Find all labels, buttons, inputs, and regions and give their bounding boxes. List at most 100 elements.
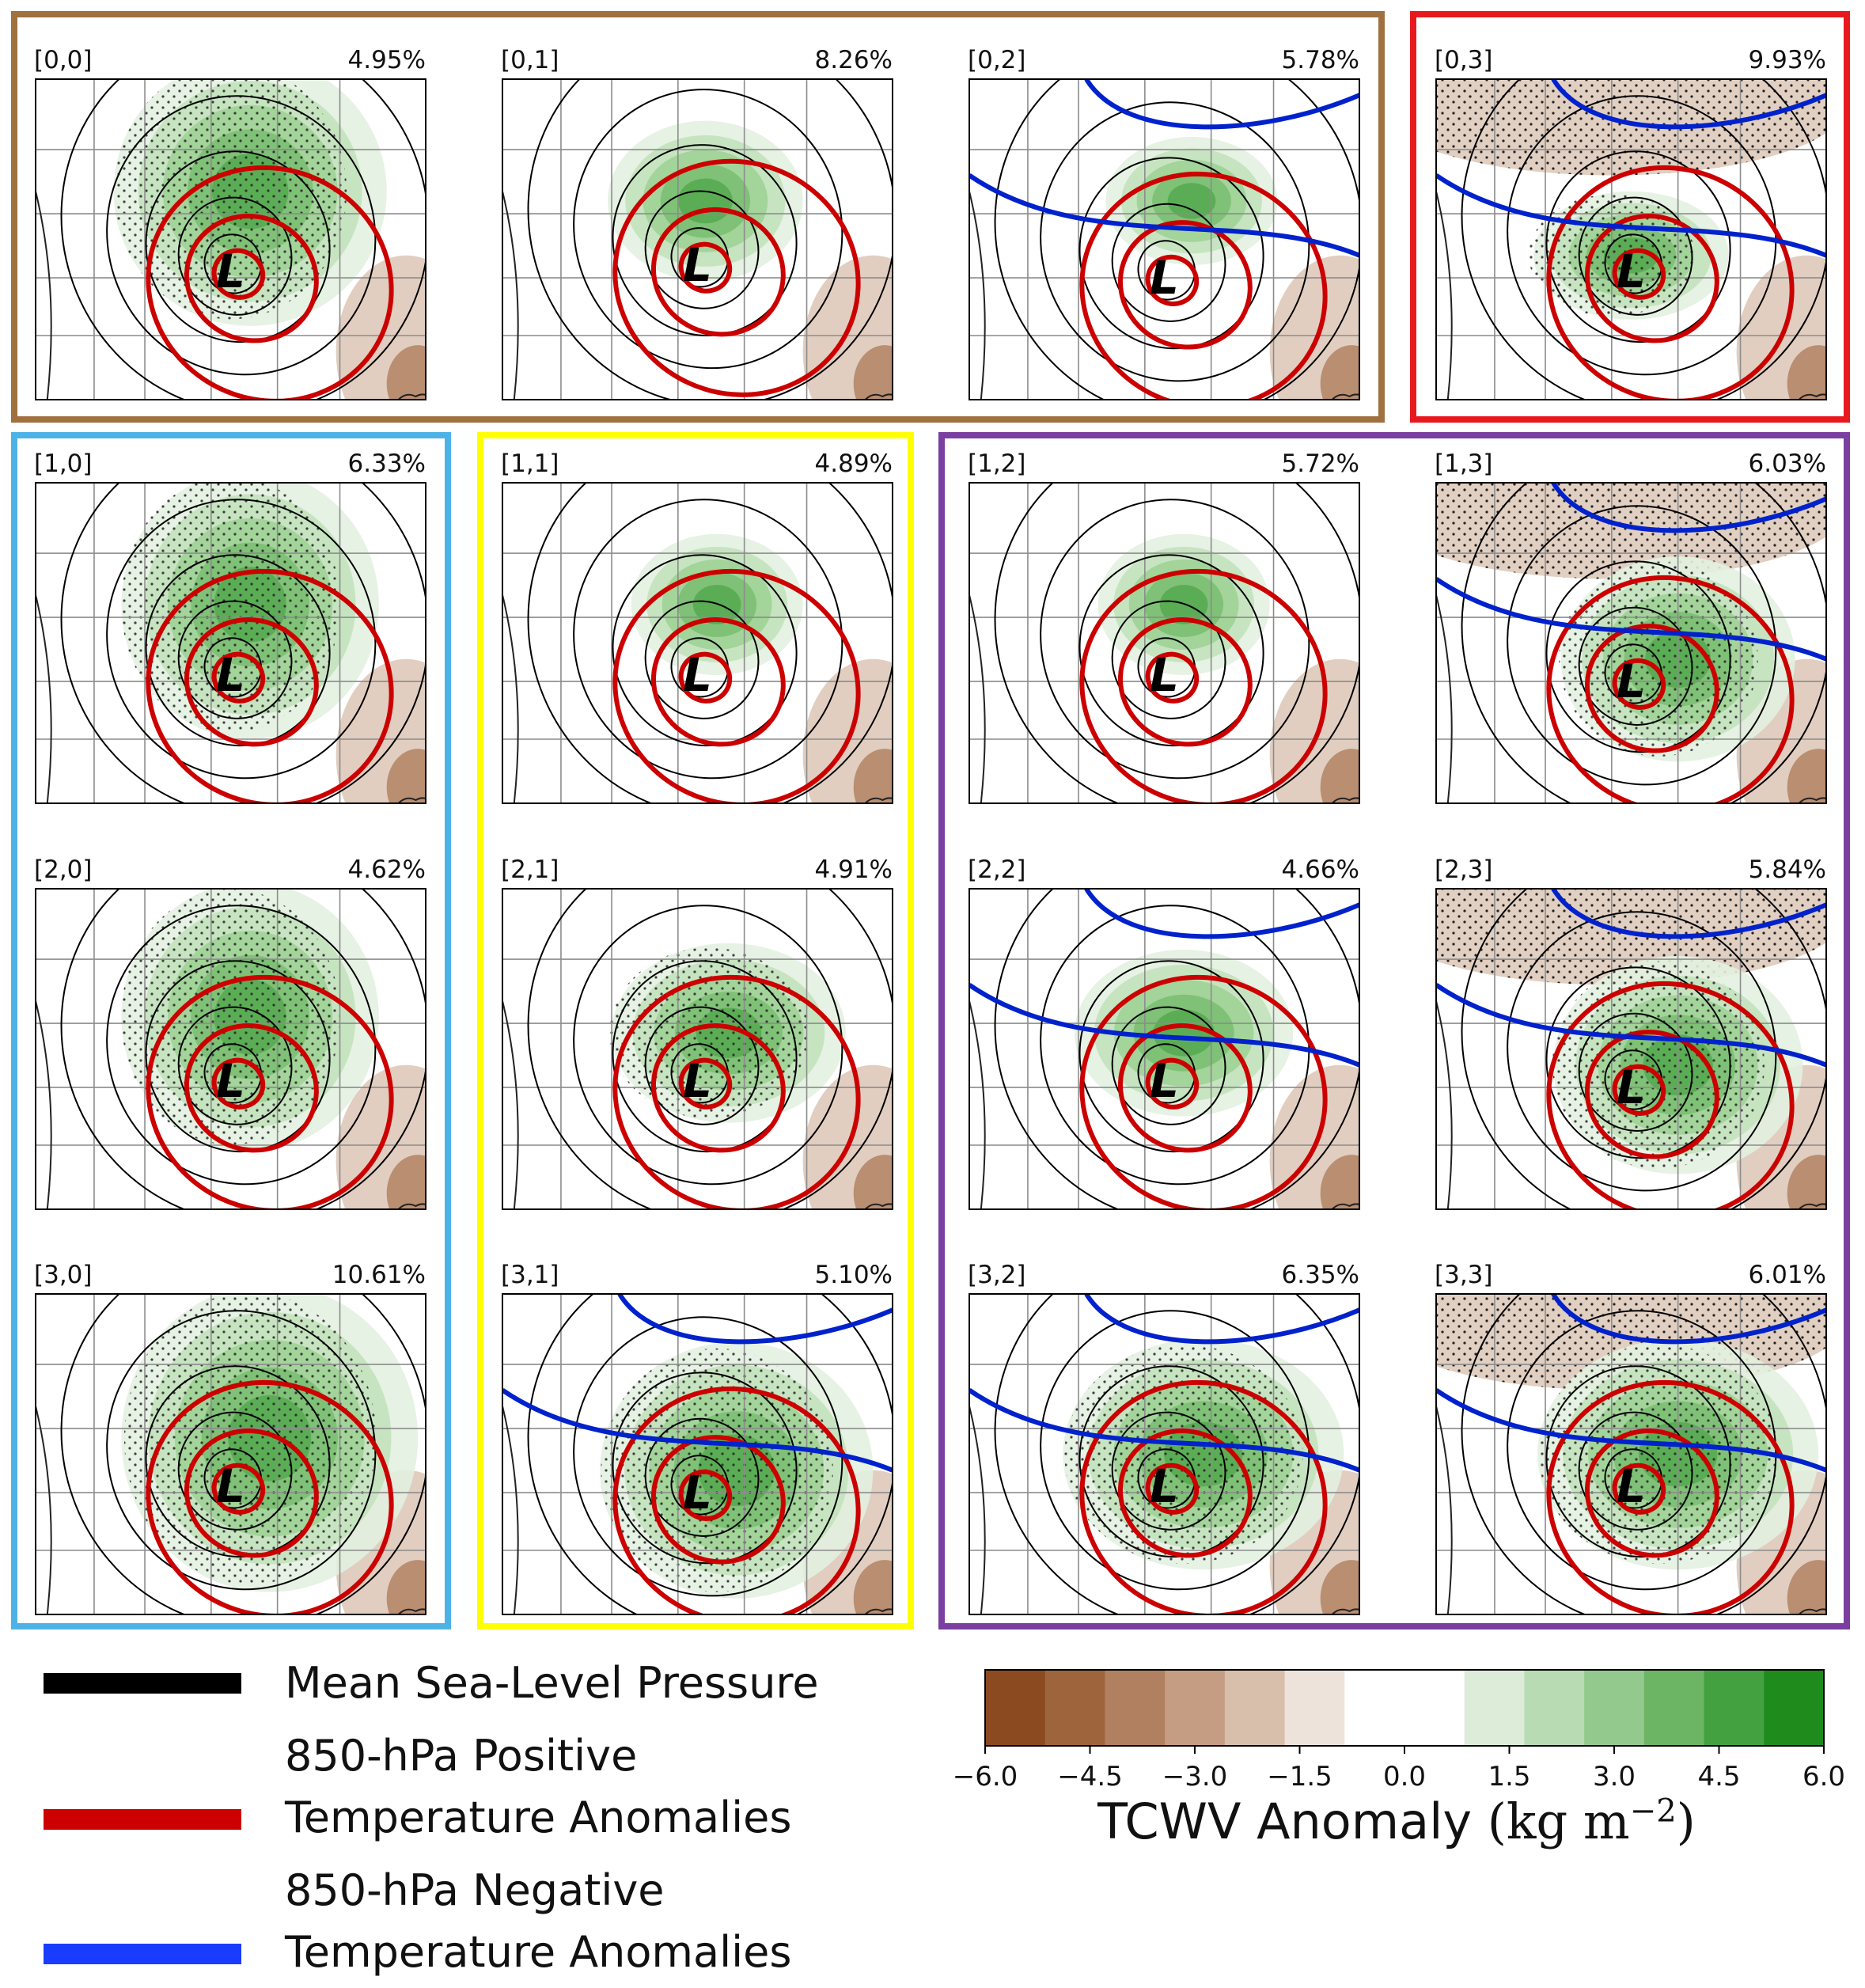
panel-map: L bbox=[1436, 889, 1826, 1209]
low-pressure-marker: L bbox=[683, 1054, 712, 1108]
panel-frequency: 4.91% bbox=[815, 856, 893, 884]
panel-map: L bbox=[36, 79, 426, 400]
panel: [2,0] 4.62% L bbox=[34, 856, 426, 1210]
group-box-yellow bbox=[477, 432, 914, 1629]
panel: [1,1] 4.89% L bbox=[501, 450, 893, 804]
colorbar-segment bbox=[1464, 1670, 1525, 1746]
panel-label: [3,0] bbox=[34, 1261, 93, 1289]
group-box-purple bbox=[938, 432, 1850, 1629]
group-box-brown bbox=[11, 11, 1385, 423]
panel-frame bbox=[35, 78, 426, 400]
panel-frequency: 8.26% bbox=[815, 46, 893, 74]
panel-label: [3,2] bbox=[968, 1261, 1026, 1289]
group-box-red bbox=[1410, 11, 1850, 423]
panel-map: L bbox=[969, 483, 1359, 803]
group-box-cyan bbox=[11, 432, 451, 1629]
panel-map: L bbox=[502, 1294, 893, 1614]
colorbar-segment bbox=[1165, 1670, 1226, 1746]
panel-label: [2,2] bbox=[968, 856, 1026, 884]
positive-label-line2: Temperature Anomalies bbox=[285, 1793, 792, 1842]
colorbar-segment bbox=[1643, 1670, 1705, 1746]
panel-map: L bbox=[36, 1294, 426, 1614]
colorbar-segment bbox=[1105, 1670, 1166, 1746]
panel: [1,0] 6.33% L bbox=[34, 450, 426, 804]
panel-map: L bbox=[502, 483, 893, 803]
colorbar: −6.0 −4.5 −3.0 −1.5 0.0 1.5 3.0 4.5 6.0 bbox=[953, 1669, 1845, 1793]
low-pressure-marker: L bbox=[683, 648, 712, 702]
panel-frequency: 9.93% bbox=[1749, 46, 1826, 74]
colorbar-segment bbox=[1764, 1670, 1825, 1746]
colorbar-tick-label: 0.0 bbox=[1383, 1761, 1426, 1793]
colorbar-segment bbox=[1404, 1670, 1465, 1746]
panel-frame bbox=[502, 78, 893, 400]
low-pressure-marker: L bbox=[1150, 251, 1179, 305]
low-pressure-marker: L bbox=[216, 245, 245, 298]
colorbar-segment bbox=[1044, 1670, 1105, 1746]
panel-map: L bbox=[36, 889, 426, 1209]
panel: [1,2] 5.72% L bbox=[968, 450, 1360, 804]
low-pressure-marker: L bbox=[216, 1054, 245, 1108]
colorbar-segment bbox=[1524, 1670, 1585, 1746]
low-pressure-marker: L bbox=[683, 238, 712, 292]
colorbar-segment bbox=[1284, 1670, 1345, 1746]
panel: [2,3] 5.84% L bbox=[1435, 856, 1827, 1210]
panel-label: [0,2] bbox=[968, 46, 1026, 74]
panel-frequency: 6.01% bbox=[1749, 1261, 1826, 1289]
colorbar-tick-label: −4.5 bbox=[1057, 1761, 1123, 1793]
panel-label: [3,1] bbox=[501, 1261, 559, 1289]
colorbar-tick-label: −1.5 bbox=[1267, 1761, 1332, 1793]
negative-label-line2: Temperature Anomalies bbox=[285, 1927, 792, 1977]
panel-frequency: 6.33% bbox=[348, 450, 426, 478]
panel-map: L bbox=[36, 483, 426, 803]
mslp-line-swatch bbox=[44, 1673, 241, 1694]
panel: [3,2] 6.35% L bbox=[968, 1261, 1360, 1615]
panel-frame bbox=[969, 1293, 1360, 1615]
colorbar-segment bbox=[1344, 1670, 1405, 1746]
panel-label: [1,0] bbox=[34, 450, 93, 478]
panel: [3,0] 10.61% L bbox=[34, 1261, 426, 1615]
colorbar-title: TCWV Anomaly (kg m−2) bbox=[1097, 1793, 1696, 1850]
colorbar-tick-label: 3.0 bbox=[1593, 1761, 1636, 1793]
legend-positive: 850-hPa Positive Temperature Anomalies bbox=[44, 1725, 792, 1849]
panel-grid: [0,0] 4.95% L [0,1] 8.26% L [0,2] 5.78% L [0,3] 9.… bbox=[34, 46, 1827, 1615]
panel-map: L bbox=[1436, 1294, 1826, 1614]
panel-map: L bbox=[1436, 483, 1826, 803]
negative-line-swatch bbox=[44, 1944, 241, 1964]
low-pressure-marker: L bbox=[683, 1466, 712, 1519]
positive-line-swatch bbox=[44, 1809, 241, 1830]
panel-frequency: 4.66% bbox=[1282, 856, 1359, 884]
panel: [0,1] 8.26% L bbox=[501, 46, 893, 400]
panel-frame bbox=[969, 888, 1360, 1210]
low-pressure-marker: L bbox=[216, 648, 245, 702]
panel-frame bbox=[502, 482, 893, 804]
panel: [0,0] 4.95% L bbox=[34, 46, 426, 400]
panel-label: [2,0] bbox=[34, 856, 93, 884]
negative-label-line1: 850-hPa Negative bbox=[285, 1865, 665, 1915]
panel: [3,1] 5.10% L bbox=[501, 1261, 893, 1615]
panel-frequency: 4.89% bbox=[815, 450, 893, 478]
line-legend: Mean Sea-Level Pressure 850-hPa Positive… bbox=[44, 1638, 914, 1986]
colorbar-tick-label: −3.0 bbox=[1162, 1761, 1228, 1793]
colorbar-tick-label: 4.5 bbox=[1697, 1761, 1740, 1793]
colorbar-segment bbox=[1224, 1670, 1286, 1746]
panel-map: L bbox=[969, 1294, 1359, 1614]
legend-negative: 850-hPa Negative Temperature Anomalies bbox=[44, 1860, 792, 1983]
panel-frame bbox=[35, 482, 426, 804]
low-pressure-marker: L bbox=[1150, 1054, 1179, 1108]
panel-frequency: 4.62% bbox=[348, 856, 426, 884]
panel-label: [0,0] bbox=[34, 46, 93, 74]
low-pressure-marker: L bbox=[1617, 1060, 1646, 1114]
mslp-label: Mean Sea-Level Pressure bbox=[285, 1658, 819, 1708]
panel-frequency: 5.84% bbox=[1749, 856, 1826, 884]
panel-frame bbox=[502, 888, 893, 1210]
panel-label: [0,1] bbox=[501, 46, 559, 74]
panel-frequency: 10.61% bbox=[332, 1261, 426, 1289]
panel-map: L bbox=[1436, 79, 1826, 400]
panel-frame bbox=[1435, 78, 1827, 400]
panel: [0,3] 9.93% L bbox=[1435, 46, 1827, 400]
panel-map: L bbox=[969, 889, 1359, 1209]
colorbar-tick-label: −6.0 bbox=[953, 1761, 1018, 1793]
cluster-group-boxes bbox=[11, 11, 1850, 1629]
low-pressure-marker: L bbox=[216, 1459, 245, 1513]
